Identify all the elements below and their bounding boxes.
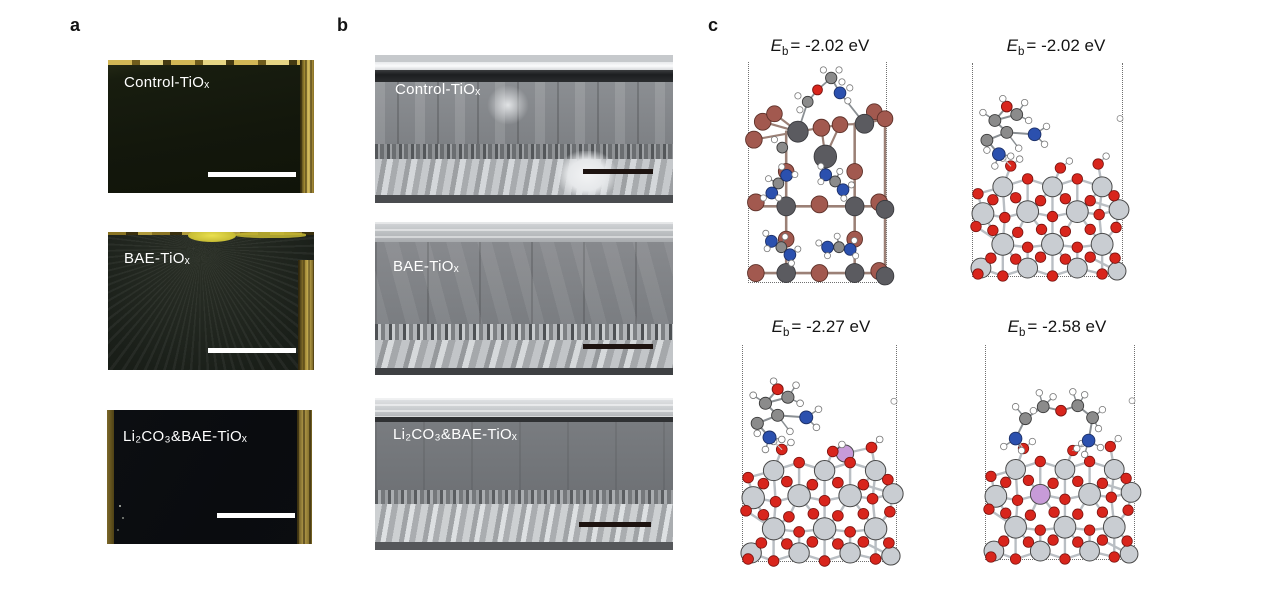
photo-li2co3-bae-tiox: Li₂CO₃&BAE-TiOₓ bbox=[107, 410, 312, 544]
scale-bar bbox=[583, 344, 653, 349]
eb-symbol: E bbox=[1007, 317, 1020, 336]
scale-bar bbox=[208, 172, 296, 177]
binding-energy-label-3: Eb = -2.27 eV bbox=[772, 317, 871, 339]
radial-streak-texture bbox=[108, 232, 314, 370]
structure-li-embedded-box bbox=[983, 345, 1142, 565]
eb-subscript: b bbox=[782, 46, 789, 59]
sample-label: Li₂CO₃&BAE-TiOₓ bbox=[123, 428, 248, 445]
binding-energy-label-4: Eb = -2.58 eV bbox=[1008, 317, 1107, 339]
eb-value: = -2.58 eV bbox=[1027, 317, 1107, 336]
sem-dark-band bbox=[375, 70, 673, 82]
sem-li2co3-bae-tiox: Li₂CO₃&BAE-TiOₓ bbox=[375, 398, 673, 550]
sem-perovskite-layer bbox=[375, 422, 673, 490]
structure-perovskite-box bbox=[745, 62, 895, 286]
panel-a-letter: a bbox=[70, 15, 81, 35]
eb-subscript: b bbox=[1018, 46, 1025, 59]
gold-right-edge bbox=[298, 260, 314, 370]
scale-bar bbox=[583, 169, 653, 174]
eb-symbol: E bbox=[1006, 36, 1019, 55]
sample-label: BAE-TiOₓ bbox=[393, 258, 459, 275]
eb-symbol: E bbox=[770, 36, 783, 55]
structure-li-adatom-box bbox=[740, 345, 904, 567]
photo-bae-tiox: BAE-TiOₓ bbox=[108, 232, 314, 370]
sample-label: BAE-TiOₓ bbox=[124, 250, 190, 267]
molecular-structure-li-embedded bbox=[983, 388, 1142, 565]
molecular-structure-perovskite bbox=[745, 66, 895, 286]
binding-energy-label-1: Eb = -2.02 eV bbox=[771, 36, 870, 58]
scale-bar bbox=[208, 348, 296, 353]
sem-bae-tiox: BAE-TiOₓ bbox=[375, 222, 673, 375]
sem-dark-line bbox=[375, 417, 673, 422]
panel-b-letter: b bbox=[337, 15, 348, 35]
gold-top-edge bbox=[108, 60, 314, 65]
sem-bottom-strip bbox=[375, 195, 673, 203]
panel-c-letter: c bbox=[708, 15, 719, 35]
eb-subscript: b bbox=[783, 327, 790, 340]
scale-bar bbox=[217, 513, 295, 518]
sample-label: Control-TiOₓ bbox=[395, 81, 481, 98]
sem-bottom-strip bbox=[375, 542, 673, 550]
scale-bar bbox=[579, 522, 651, 527]
sem-top-surface bbox=[375, 222, 673, 242]
eb-subscript: b bbox=[1019, 327, 1026, 340]
eb-value: = -2.27 eV bbox=[791, 317, 871, 336]
sem-bright-blotch bbox=[558, 151, 616, 199]
gold-left-edge bbox=[107, 410, 114, 544]
sem-substrate-layer bbox=[375, 159, 673, 195]
dust-specks bbox=[119, 505, 121, 507]
sem-interface-layer bbox=[375, 324, 673, 340]
sem-bright-grain bbox=[487, 85, 529, 125]
sem-top-surface bbox=[375, 398, 673, 417]
sample-label: Control-TiOₓ bbox=[124, 74, 210, 91]
gold-right-edge bbox=[300, 60, 314, 193]
sem-interface-layer bbox=[375, 144, 673, 159]
yellow-defect-streak bbox=[236, 232, 306, 238]
photo-control-tiox: Control-TiOₓ bbox=[108, 60, 314, 193]
sem-bottom-strip bbox=[375, 368, 673, 375]
sem-control-tiox: Control-TiOₓ bbox=[375, 55, 673, 203]
eb-symbol: E bbox=[771, 317, 784, 336]
gold-right-edge bbox=[297, 410, 312, 544]
eb-value: = -2.02 eV bbox=[1026, 36, 1106, 55]
structure-tio2-box bbox=[970, 63, 1130, 282]
molecular-structure-li-adatom bbox=[740, 377, 904, 567]
yellow-defect-blob bbox=[188, 232, 236, 242]
eb-value: = -2.02 eV bbox=[790, 36, 870, 55]
binding-energy-label-2: Eb = -2.02 eV bbox=[1007, 36, 1106, 58]
sem-top-surface bbox=[375, 55, 673, 62]
sem-bright-capping-line bbox=[375, 62, 673, 70]
sample-label: Li₂CO₃&BAE-TiOₓ bbox=[393, 426, 518, 443]
sem-interface-layer bbox=[375, 490, 673, 504]
sem-perovskite-layer bbox=[375, 242, 673, 324]
molecular-structure-tio2 bbox=[970, 94, 1130, 282]
